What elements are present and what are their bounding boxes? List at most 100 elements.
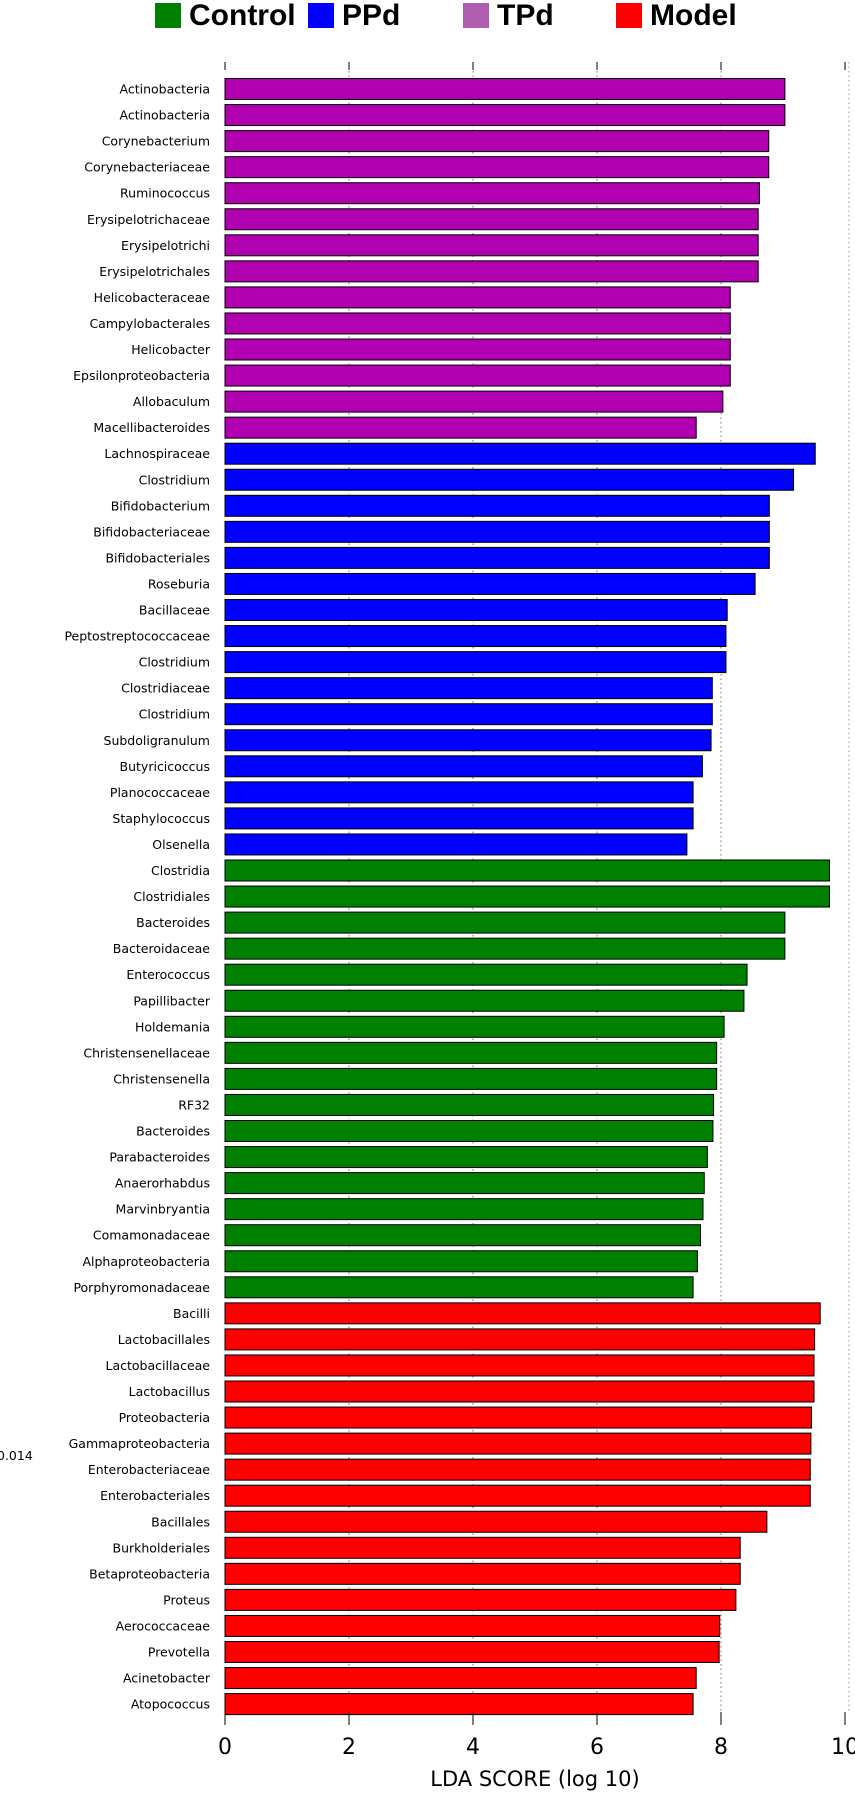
category-label: Betaproteobacteria [89,1566,210,1581]
category-label: Clostridium [139,707,210,722]
bar-ppd-15 [224,468,795,491]
bar-ppd-24 [224,703,713,726]
category-label: Lactobacillus [129,1384,210,1399]
legend-swatch-ppd [308,3,334,28]
bar-model-56 [224,1536,741,1559]
category-label: Alphaproteobacteria [82,1254,210,1269]
category-label: Campylobacterales [89,316,210,331]
legend-swatch-model [616,3,642,28]
bar-tpd-5 [224,208,759,231]
category-label: Burkholderiales [113,1540,211,1555]
legend-label-tpd: TPd [497,0,554,32]
bar-control-38 [224,1067,718,1090]
bar-model-54 [224,1484,811,1507]
bar-ppd-22 [224,651,727,674]
category-label: Bacilli [173,1306,210,1321]
x-tick-label: 8 [714,1735,728,1760]
bar-tpd-6 [224,234,759,257]
bar-model-62 [224,1693,694,1716]
bar-model-50 [224,1380,815,1403]
bar-ppd-16 [224,494,770,517]
bar-ppd-26 [224,755,703,778]
category-label: Acinetobacter [123,1671,211,1686]
bar-model-58 [224,1588,737,1611]
bar-ppd-23 [224,677,713,700]
bar-tpd-3 [224,156,770,179]
category-label: Christensenella [113,1071,210,1086]
bar-control-37 [224,1041,718,1064]
category-label: Holdemania [135,1019,210,1034]
x-tick-label: 2 [342,1735,356,1760]
category-label: Helicobacteraceae [94,290,211,305]
bar-ppd-20 [224,599,728,621]
category-label: Bifidobacterium [111,498,210,513]
category-label: Proteus [163,1592,210,1607]
bar-ppd-25 [224,729,712,752]
bar-ppd-14 [224,442,816,465]
bar-model-48 [224,1328,816,1351]
category-labels: Actinobacteria Actinobacteria Corynebacter… [64,82,210,1712]
bar-tpd-8 [224,286,731,309]
bar-model-61 [224,1667,697,1690]
category-label: Ruminococcus [120,186,210,201]
bar-control-34 [224,963,748,986]
legend-swatch-control [155,3,181,28]
legend-label-model: Model [650,0,737,32]
bar-model-49 [224,1354,815,1377]
x-tick-label: 6 [590,1735,604,1760]
bar-ppd-19 [224,572,756,595]
bar-model-60 [224,1641,720,1663]
category-label: Lactobacillales [118,1332,210,1347]
bar-tpd-12 [224,390,724,413]
bar-model-55 [224,1510,768,1533]
legend-label-control: Control [189,0,296,32]
bar-control-40 [224,1120,714,1142]
category-label: Papillibacter [133,993,211,1008]
legend-label-ppd: PPd [342,0,400,32]
category-label: Lachnospiraceae [104,446,210,461]
category-label: Actinobacteria [120,108,210,123]
bar-model-52 [224,1432,812,1455]
category-label: Actinobacteria [120,82,210,97]
category-label: Bacteroides [136,1124,210,1139]
bar-ppd-29 [224,833,688,856]
bar-control-46 [224,1276,694,1299]
category-label: Helicobacter [131,342,211,357]
bar-model-53 [224,1458,811,1481]
category-label: Aerococcaceae [116,1618,211,1633]
bar-ppd-18 [224,546,770,569]
category-label: Allobaculum [133,394,210,409]
category-label: Marvinbryantia [116,1202,210,1217]
category-label: Gammaproteobacteria [69,1436,210,1451]
category-label: Erysipelotrichales [99,264,210,279]
category-label: Parabacteroides [109,1150,210,1165]
category-label: Clostridium [139,472,210,487]
x-tick-label: 4 [466,1735,480,1760]
bar-control-45 [224,1250,698,1273]
category-label: Epsilonproteobacteria [73,368,210,383]
bar-model-51 [224,1406,813,1429]
bar-control-41 [224,1146,708,1169]
category-label: Planococcaceae [110,785,210,800]
bar-ppd-21 [224,625,727,648]
category-label: Porphyromonadaceae [73,1280,210,1295]
category-label: Clostridia [151,863,210,878]
bars [224,78,830,1716]
bar-ppd-28 [224,807,694,830]
category-label: Erysipelotrichi [121,238,210,253]
bar-model-57 [224,1562,741,1585]
category-label: Bacteroides [136,915,210,930]
category-label: Subdoligranulum [104,733,210,748]
bar-tpd-4 [224,182,760,205]
bar-tpd-7 [224,260,759,283]
x-tick-label: 0 [218,1735,232,1760]
legend-swatch-tpd [463,3,489,28]
category-label: Clostridiales [133,889,210,904]
bar-tpd-0 [224,78,786,100]
category-label: Staphylococcus [112,811,210,826]
category-label: Clostridium [139,655,210,670]
category-label: Bacillales [151,1514,210,1529]
category-label: Peptostreptococcaceae [64,629,210,644]
category-label: Butyricicoccus [120,759,210,774]
